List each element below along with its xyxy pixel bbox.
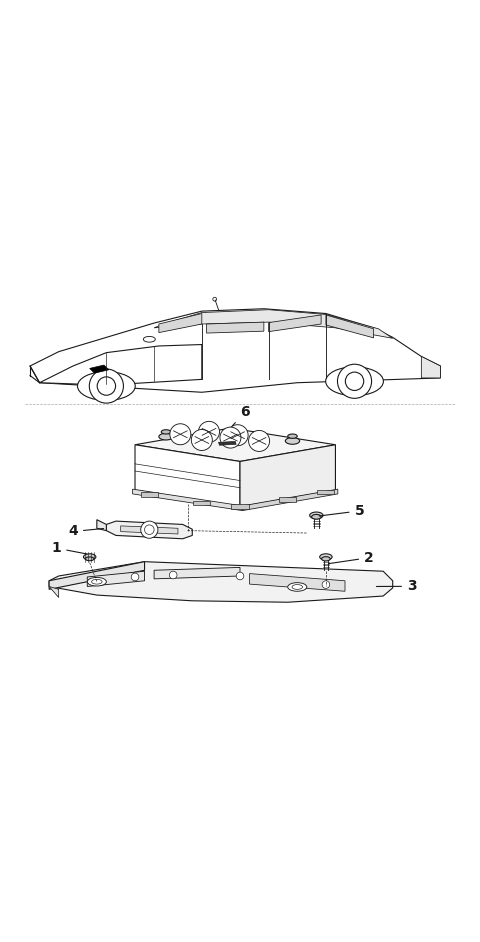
Polygon shape: [154, 567, 240, 578]
Text: 6: 6: [232, 405, 250, 426]
Polygon shape: [135, 428, 336, 462]
Polygon shape: [326, 315, 373, 338]
Circle shape: [322, 581, 330, 589]
Ellipse shape: [325, 366, 384, 396]
Circle shape: [141, 521, 158, 538]
Polygon shape: [279, 496, 296, 501]
Text: 5: 5: [319, 504, 364, 518]
Ellipse shape: [320, 554, 332, 560]
Ellipse shape: [288, 583, 307, 592]
Polygon shape: [39, 345, 202, 385]
Text: 1: 1: [51, 541, 87, 555]
Circle shape: [337, 365, 372, 398]
Polygon shape: [49, 587, 59, 597]
Polygon shape: [317, 490, 335, 495]
Polygon shape: [49, 561, 393, 602]
Polygon shape: [107, 521, 192, 539]
Ellipse shape: [322, 557, 330, 560]
Ellipse shape: [292, 585, 302, 590]
Circle shape: [89, 369, 123, 403]
Polygon shape: [250, 574, 345, 592]
Ellipse shape: [310, 512, 323, 519]
Circle shape: [169, 571, 177, 578]
Polygon shape: [132, 489, 242, 511]
Circle shape: [97, 377, 116, 396]
Polygon shape: [141, 492, 158, 496]
Circle shape: [144, 525, 154, 534]
Polygon shape: [269, 315, 321, 332]
Circle shape: [199, 421, 219, 443]
Polygon shape: [97, 520, 107, 530]
Ellipse shape: [84, 554, 96, 560]
Ellipse shape: [312, 514, 321, 519]
Polygon shape: [49, 561, 144, 590]
Polygon shape: [193, 500, 210, 505]
Ellipse shape: [288, 434, 297, 438]
Ellipse shape: [161, 430, 171, 434]
Polygon shape: [240, 445, 336, 507]
Ellipse shape: [85, 557, 94, 560]
Polygon shape: [120, 526, 178, 534]
Polygon shape: [154, 310, 393, 338]
Circle shape: [345, 372, 364, 391]
Polygon shape: [159, 314, 202, 333]
Polygon shape: [421, 356, 441, 378]
Ellipse shape: [77, 371, 135, 400]
Circle shape: [249, 430, 270, 451]
Circle shape: [236, 572, 244, 580]
Circle shape: [192, 430, 212, 450]
Polygon shape: [242, 489, 338, 511]
Polygon shape: [135, 445, 240, 507]
Ellipse shape: [285, 438, 300, 445]
Circle shape: [220, 427, 241, 448]
Circle shape: [213, 298, 216, 301]
Polygon shape: [30, 309, 441, 392]
Polygon shape: [90, 365, 109, 373]
Polygon shape: [231, 504, 249, 510]
Text: 4: 4: [68, 525, 104, 539]
Polygon shape: [206, 322, 264, 333]
Circle shape: [227, 425, 248, 446]
Circle shape: [170, 424, 191, 445]
Ellipse shape: [92, 579, 102, 584]
Text: 2: 2: [329, 551, 374, 564]
Ellipse shape: [144, 336, 156, 342]
Polygon shape: [218, 442, 236, 446]
Ellipse shape: [87, 577, 107, 586]
Ellipse shape: [159, 433, 173, 440]
Text: 3: 3: [376, 579, 417, 593]
Polygon shape: [87, 571, 144, 587]
Circle shape: [131, 573, 139, 581]
